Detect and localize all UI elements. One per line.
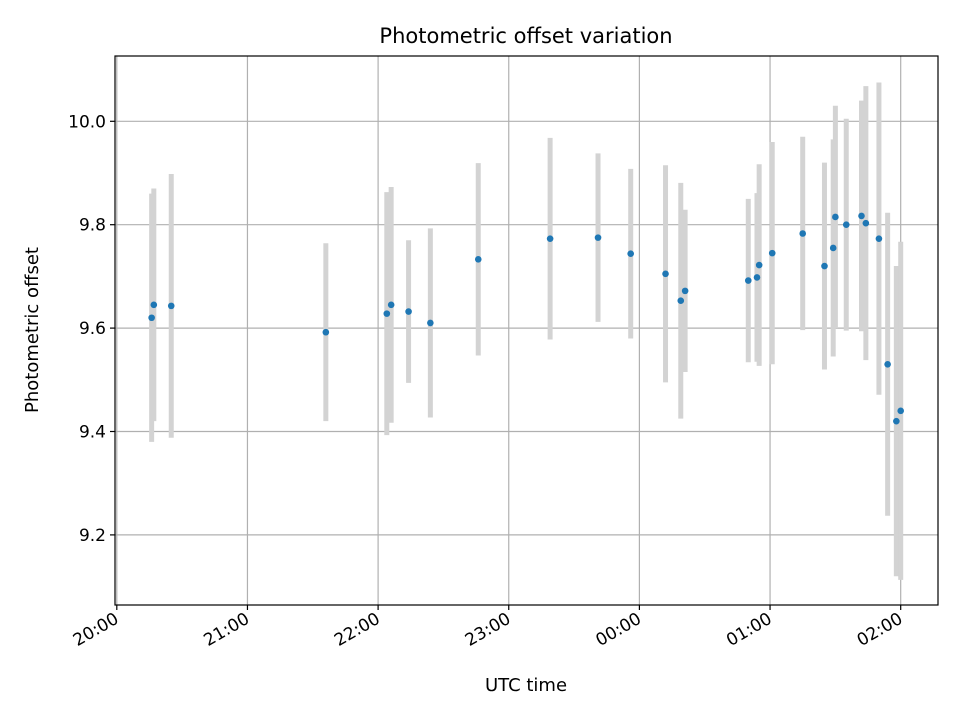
data-point <box>405 308 412 315</box>
data-point <box>148 314 155 322</box>
data-point <box>322 328 330 336</box>
data-point <box>681 287 689 295</box>
data-point <box>799 230 807 237</box>
data-points <box>148 212 904 425</box>
y-axis-title: Photometric offset <box>22 247 43 413</box>
y-tick-label: 9.6 <box>79 319 106 339</box>
data-point <box>858 212 865 220</box>
data-point <box>897 407 904 415</box>
data-point <box>474 256 482 263</box>
data-point <box>884 360 891 368</box>
y-tick-label: 9.8 <box>79 216 106 236</box>
y-tick-label: 9.4 <box>79 423 106 443</box>
data-point <box>768 249 776 257</box>
data-point <box>893 417 900 425</box>
data-point <box>832 213 839 221</box>
x-axis-title: UTC time <box>485 675 567 696</box>
plot-frame <box>114 55 939 606</box>
data-point <box>862 219 870 227</box>
y-tick-label: 10.0 <box>68 112 106 132</box>
data-point <box>387 301 395 309</box>
data-point <box>842 221 850 228</box>
data-point <box>755 261 763 269</box>
y-tick-label: 9.2 <box>79 526 106 546</box>
data-point <box>594 234 602 241</box>
data-point <box>821 262 828 270</box>
data-point <box>753 274 761 281</box>
chart-title: Photometric offset variation <box>379 24 672 48</box>
data-point <box>829 244 837 252</box>
data-point <box>383 310 391 317</box>
data-point <box>167 302 175 310</box>
data-point <box>677 297 685 304</box>
data-point <box>744 277 752 284</box>
data-point <box>662 270 669 278</box>
data-point <box>875 235 883 242</box>
data-point <box>150 301 158 309</box>
data-point <box>546 235 554 242</box>
data-point <box>427 319 434 327</box>
data-point <box>627 250 634 257</box>
